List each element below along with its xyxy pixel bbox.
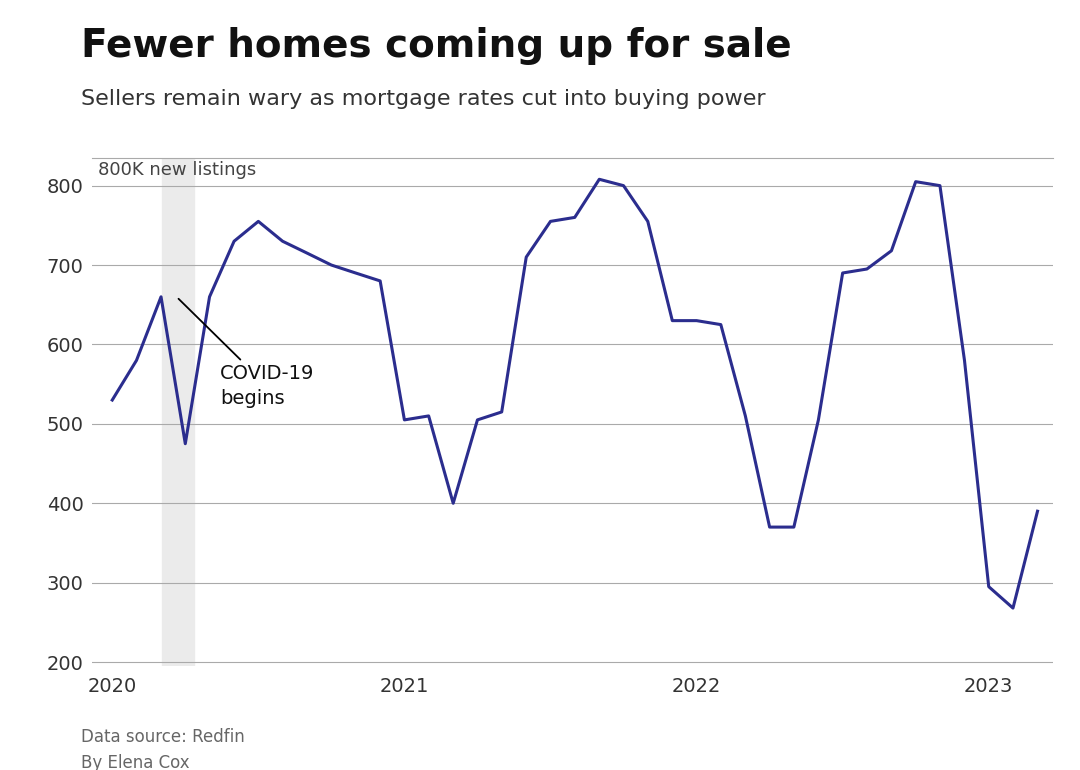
Text: 800K new listings: 800K new listings: [97, 161, 256, 179]
Text: Sellers remain wary as mortgage rates cut into buying power: Sellers remain wary as mortgage rates cu…: [81, 89, 766, 109]
Text: Fewer homes coming up for sale: Fewer homes coming up for sale: [81, 27, 792, 65]
Text: COVID-19
begins: COVID-19 begins: [178, 299, 314, 408]
Bar: [162, 158, 194, 666]
Text: Data source: Redfin
By Elena Cox: Data source: Redfin By Elena Cox: [81, 728, 245, 770]
